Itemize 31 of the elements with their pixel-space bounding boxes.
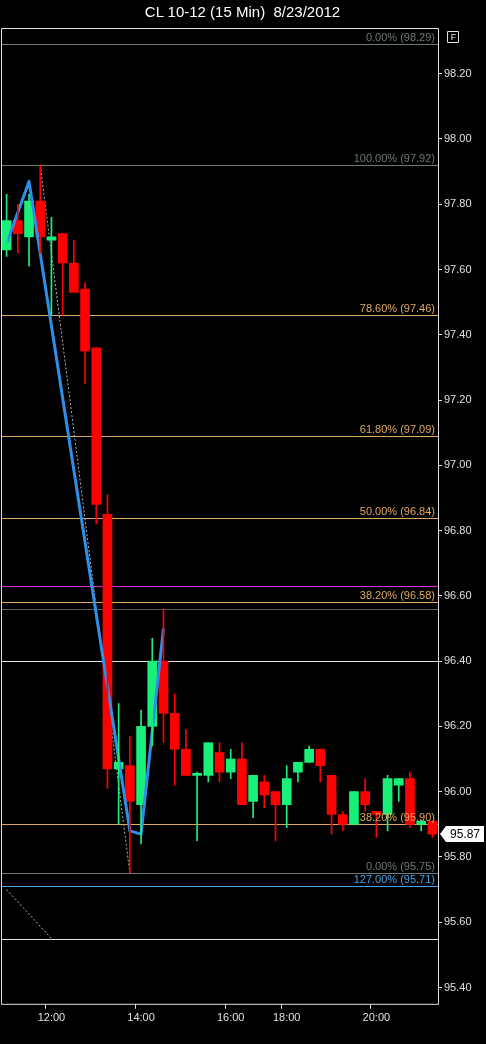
text: 95.87 bbox=[450, 827, 481, 842]
y-tick-label: 96.60 bbox=[444, 588, 472, 601]
y-tick-label: 97.40 bbox=[444, 327, 472, 340]
y-tick-label: 98.20 bbox=[444, 66, 472, 79]
ref-line-label: 78.60% (97.46) bbox=[359, 302, 435, 315]
chart-title: CL 10-12 (15 Min) 8/23/2012 bbox=[144, 3, 341, 21]
x-tick-label: 16:00 bbox=[216, 1011, 245, 1024]
ref-line-label: 127.00% (95.71) bbox=[353, 873, 435, 886]
y-tick-label: 96.80 bbox=[444, 523, 472, 536]
y-tick-label: 97.80 bbox=[444, 197, 472, 210]
ref-line-label: 0.00% (95.75) bbox=[365, 860, 435, 873]
text: F bbox=[450, 32, 457, 43]
x-tick-label: 14:00 bbox=[127, 1011, 155, 1024]
y-tick-label: 97.20 bbox=[444, 393, 472, 406]
y-tick-label: 95.40 bbox=[444, 980, 472, 993]
y-tick-label: 95.60 bbox=[444, 915, 472, 928]
y-tick-label: 96.40 bbox=[444, 654, 472, 667]
y-tick-label: 97.00 bbox=[444, 458, 472, 471]
y-tick-label: 97.60 bbox=[444, 262, 472, 275]
ref-line-label: 61.80% (97.09) bbox=[359, 423, 435, 436]
y-tick-label: 98.00 bbox=[444, 131, 472, 144]
x-tick-label: 18:00 bbox=[272, 1011, 301, 1024]
y-tick-label: 96.00 bbox=[444, 784, 472, 797]
x-tick-label: 12:00 bbox=[37, 1011, 66, 1024]
y-tick-label: 96.20 bbox=[444, 719, 472, 732]
x-tick-label: 20:00 bbox=[362, 1011, 391, 1024]
ref-line-label: 0.00% (98.29) bbox=[365, 31, 435, 44]
ref-line-label: 50.00% (96.84) bbox=[359, 505, 435, 518]
ref-line-label: 100.00% (97.92) bbox=[353, 152, 435, 165]
ref-line-label: 38.20% (96.58) bbox=[359, 589, 435, 602]
y-tick-label: 95.80 bbox=[444, 849, 472, 862]
